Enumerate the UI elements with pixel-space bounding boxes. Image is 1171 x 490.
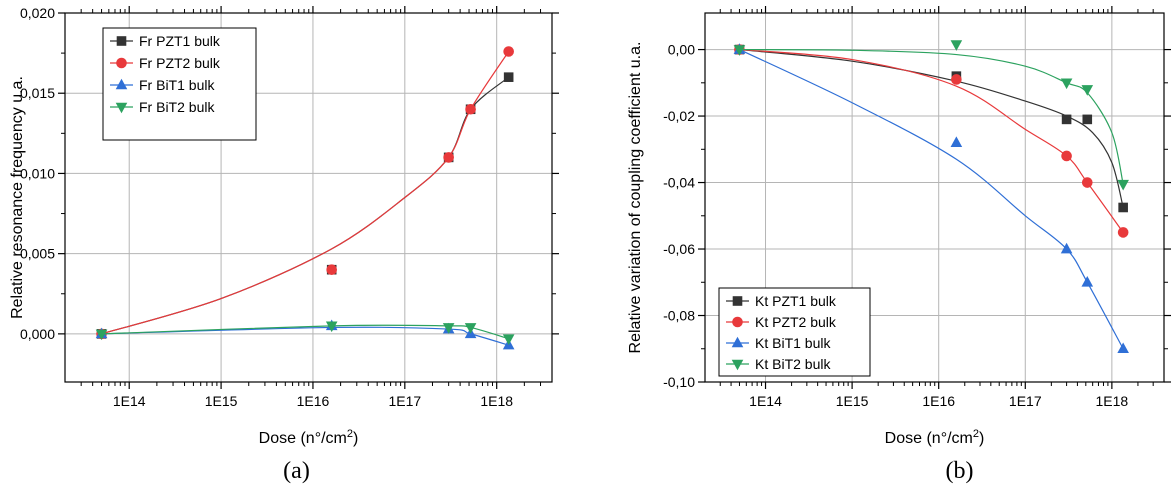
data-point-series-2	[1060, 242, 1073, 254]
data-point-series-3	[1060, 78, 1073, 90]
data-point-series-1	[1081, 177, 1093, 188]
series-fit-line-1	[739, 48, 1124, 233]
data-point-series-1	[951, 74, 962, 85]
data-point-series-1	[465, 103, 476, 115]
legend-label: Kt PZT2 bulk	[755, 314, 837, 330]
x-tick-label: 1E16	[297, 393, 330, 409]
data-point-series-1	[326, 264, 338, 275]
legend-label: Fr BiT1 bulk	[139, 77, 215, 93]
data-point-series-0	[503, 72, 514, 82]
data-point-series-0	[1061, 114, 1072, 125]
legend-label: Kt BiT1 bulk	[755, 335, 831, 351]
data-point-series-0	[1118, 202, 1128, 213]
data-point-series-3	[1081, 85, 1094, 96]
data-point-series-0	[1082, 114, 1093, 125]
y-tick-label: -0,02	[663, 108, 695, 124]
legend-swatch-marker	[116, 36, 127, 46]
legend-label: Fr PZT1 bulk	[139, 33, 221, 49]
y-tick-label: -0,10	[663, 374, 695, 390]
x-tick-label: 1E16	[922, 393, 955, 409]
chart-panel-b: 1E14 1E15 1E16 1E17 1E18 0,00 -0,02 -0,04 -0,06 -…	[627, 6, 1171, 484]
legend-box	[718, 287, 871, 377]
legend-swatch-marker	[732, 316, 743, 328]
series-fit-line-3	[739, 48, 1124, 185]
x-tick-label: 1E15	[205, 393, 238, 409]
y-tick-label: -0,04	[663, 175, 695, 191]
plot-frame	[704, 12, 1165, 383]
data-point-series-3	[733, 45, 746, 56]
x-axis-label: Dose (n°/cm2)	[259, 428, 359, 447]
y-tick-label: 0,005	[20, 246, 55, 262]
legend-swatch-marker	[116, 57, 127, 69]
y-tick-label: -0,06	[663, 241, 695, 257]
legend-swatch-marker	[115, 102, 128, 114]
panel-caption: (b)	[946, 458, 974, 484]
x-axis-label: Dose (n°/cm2)	[885, 428, 985, 447]
y-tick-label: 0,010	[20, 165, 55, 181]
y-tick-label: 0,000	[20, 326, 55, 342]
x-tick-label: 1E14	[749, 393, 782, 409]
data-point-series-3	[442, 323, 455, 334]
x-tick-label: 1E17	[1009, 393, 1042, 409]
y-tick-label: 0,00	[668, 42, 695, 58]
x-tick-label: 1E18	[480, 393, 513, 409]
data-point-series-3	[95, 329, 108, 341]
legend-swatch-marker	[731, 359, 744, 371]
data-point-series-3	[1117, 179, 1129, 191]
plot-frame	[64, 12, 553, 383]
data-point-series-2	[1081, 275, 1094, 287]
y-axis-label: Relative variation of coupling coefficie…	[627, 42, 644, 354]
data-point-series-1	[1117, 227, 1129, 238]
legend-label: Kt PZT1 bulk	[755, 293, 837, 309]
legend-box	[102, 27, 257, 141]
x-tick-label: 1E18	[1096, 393, 1129, 409]
x-tick-label: 1E14	[113, 393, 146, 409]
data-point-series-2	[1117, 342, 1129, 354]
data-point-series-1	[503, 46, 514, 57]
x-tick-label: 1E15	[836, 393, 869, 409]
series-fit-line-0	[739, 48, 1124, 208]
data-point-series-3	[950, 40, 963, 51]
legend-swatch-marker	[115, 78, 128, 90]
x-tick-label: 1E17	[388, 393, 421, 409]
y-axis-label: Relative resonance frequency u.a.	[9, 76, 26, 319]
data-point-series-3	[325, 321, 338, 333]
panel-caption: (a)	[283, 458, 310, 484]
y-tick-label: 0,020	[20, 5, 55, 21]
legend-label: Fr BiT2 bulk	[139, 99, 215, 115]
data-point-series-2	[950, 136, 963, 147]
legend-swatch-marker	[731, 336, 744, 348]
legend-swatch-marker	[732, 296, 743, 306]
chart-panel-a: 1E14 1E15 1E16 1E17 1E18 0,000 0,005 0,010 0,015…	[9, 5, 559, 484]
data-point-series-3	[502, 334, 515, 345]
data-point-series-1	[1061, 150, 1072, 162]
data-point-series-1	[443, 152, 454, 163]
y-tick-label: -0,08	[663, 308, 695, 324]
y-tick-label: 0,015	[20, 85, 55, 101]
legend-label: Kt BiT2 bulk	[755, 356, 831, 372]
legend-label: Fr PZT2 bulk	[139, 55, 221, 71]
data-point-series-3	[464, 323, 477, 334]
